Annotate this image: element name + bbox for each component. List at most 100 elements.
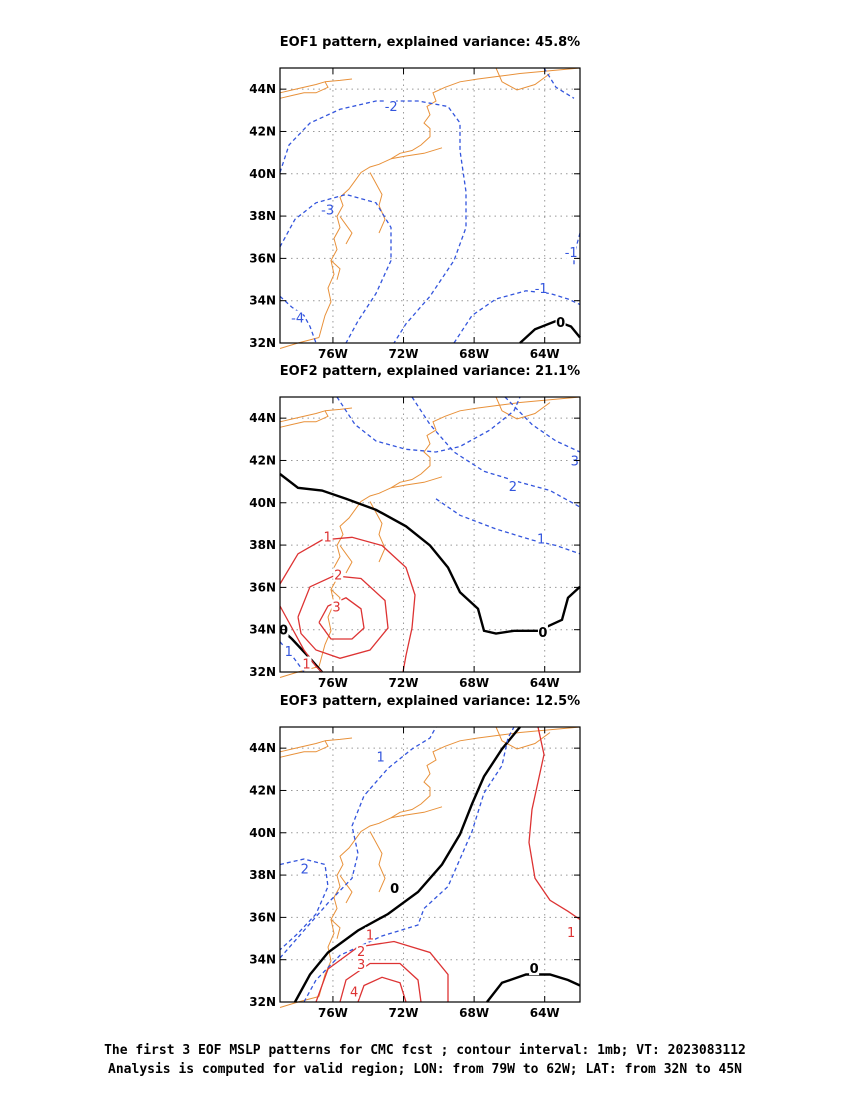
contour-label-bg (507, 478, 518, 493)
contour-label-bg (333, 567, 344, 582)
contour-positive (279, 536, 416, 673)
contour-label-bg (356, 956, 367, 971)
y-tick-label: 40N (249, 496, 276, 510)
x-tick-label: 76W (318, 676, 348, 690)
contour-label: -1 (535, 282, 548, 297)
contour-label: 3 (357, 958, 365, 973)
contour-label-bg (299, 861, 310, 876)
x-tick-label: 72W (389, 1006, 419, 1020)
contour-negative (279, 193, 392, 344)
y-tick-label: 38N (249, 868, 276, 882)
y-tick-label: 38N (249, 209, 276, 223)
eof-panel-3: EOF3 pattern, explained variance: 12.5% 1… (249, 694, 581, 1020)
contour-label: 1 (324, 531, 332, 546)
y-tick-label: 36N (249, 580, 276, 594)
contour-label: 1 (376, 751, 384, 766)
contour-positive (339, 962, 422, 1003)
contour-positive (357, 976, 407, 1003)
contour-zero (293, 726, 521, 1003)
contour-label: 2 (357, 945, 365, 960)
y-tick-label: 36N (249, 910, 276, 924)
contour-label-bg (365, 927, 375, 942)
coastline-segment (279, 410, 329, 428)
x-tick-label: 76W (318, 1006, 348, 1020)
coastline-segment (330, 260, 341, 280)
y-tick-label: 44N (249, 411, 276, 425)
contour-label: 0 (556, 316, 565, 331)
x-tick-label: 72W (389, 676, 419, 690)
contour-label-bg (301, 656, 312, 671)
contour-label-bg (566, 245, 577, 260)
y-tick-label: 44N (249, 741, 276, 755)
contour-label: -2 (385, 100, 398, 115)
coastline-segment (279, 81, 329, 99)
x-tick-label: 64W (530, 1006, 560, 1020)
y-tick-label: 34N (249, 953, 276, 967)
grid-lines (280, 727, 580, 1003)
coastline (279, 67, 581, 349)
contour-label-bg (283, 643, 294, 658)
contour-label-bg (349, 984, 360, 999)
contour-label: 2 (509, 480, 517, 495)
caption-line-2: Analysis is computed for valid region; L… (108, 1062, 742, 1077)
coastline-segment (279, 740, 329, 758)
contour-label: 4 (350, 985, 358, 1000)
contour-label: -1 (565, 246, 578, 261)
x-tick-label: 64W (530, 347, 560, 361)
x-tick-label: 68W (459, 1006, 489, 1020)
contour-label-bg (536, 531, 547, 546)
contour-positive (279, 605, 323, 673)
contour-label: 0 (538, 626, 547, 641)
contour-label-bg (536, 281, 547, 295)
coastline-segment (495, 726, 551, 750)
contour-negative (279, 726, 437, 959)
y-tick-label: 40N (249, 167, 276, 181)
contour-label-bg (555, 314, 566, 329)
contour-zero (279, 473, 581, 635)
y-tick-label: 34N (249, 294, 276, 308)
coastline-segment (369, 831, 386, 893)
y-tick-label: 32N (249, 995, 276, 1009)
contour-label-bg (389, 880, 400, 895)
contour-label-bg (322, 529, 333, 544)
coastline-segment (330, 919, 341, 939)
contour-zero (486, 973, 581, 1003)
contour-label: 1 (285, 645, 293, 660)
contour-lines (279, 396, 581, 673)
coastline (279, 726, 581, 1008)
y-tick-label: 32N (249, 336, 276, 350)
plot-frame (279, 396, 581, 673)
contour-label: 0 (279, 624, 288, 639)
contour-negative (543, 67, 575, 99)
contour-label: 3 (571, 454, 579, 469)
contour-positive (297, 575, 389, 659)
contour-label-bg (322, 202, 333, 217)
y-tick-label: 40N (249, 826, 276, 840)
contour-negative (303, 726, 515, 1003)
caption-line-1: The first 3 EOF MSLP patterns for CMC fc… (104, 1043, 746, 1058)
contour-positive (318, 597, 365, 640)
contour-label: 2 (301, 863, 309, 878)
y-tick-label: 42N (249, 453, 276, 467)
coastline-segment (390, 147, 443, 160)
contour-positive (528, 726, 581, 921)
plot-frame (279, 67, 581, 344)
contour-label: 0 (530, 962, 539, 977)
y-tick-label: 42N (249, 124, 276, 138)
coastline-segment (339, 216, 353, 245)
contour-negative (279, 100, 467, 344)
coastline-segment (495, 396, 551, 420)
contour-label-bg (292, 310, 303, 325)
eof-panel-1: EOF1 pattern, explained variance: 45.8% -… (249, 35, 581, 361)
contour-label-bg (566, 925, 577, 940)
panel-title: EOF3 pattern, explained variance: 12.5% (280, 694, 580, 709)
eof-figure: EOF1 pattern, explained variance: 45.8% -… (249, 35, 581, 1020)
y-tick-label: 36N (249, 251, 276, 265)
contour-positive (315, 940, 449, 1003)
contour-label-bg (331, 599, 342, 614)
contour-label: 0 (390, 882, 399, 897)
contour-negative (453, 290, 581, 344)
coastline-segment (324, 737, 353, 742)
coastline-segment (390, 476, 443, 489)
y-tick-label: 38N (249, 538, 276, 552)
